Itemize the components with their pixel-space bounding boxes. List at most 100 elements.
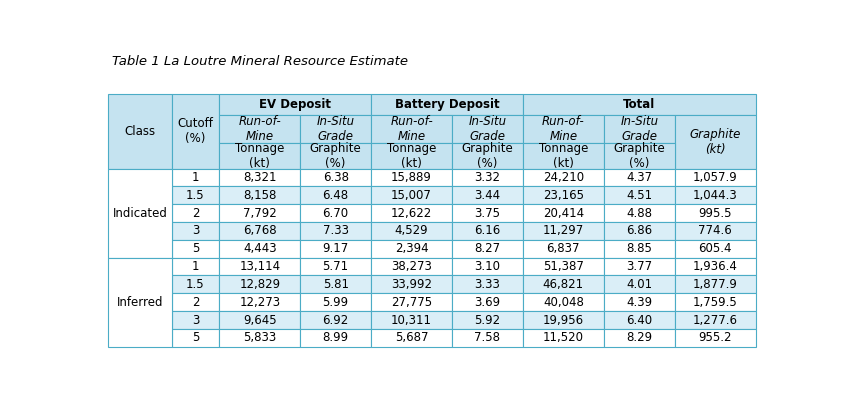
Bar (371, 329, 452, 347)
Bar (452, 275, 523, 293)
Text: 2: 2 (192, 296, 199, 309)
Text: 4.51: 4.51 (627, 189, 653, 202)
Text: 5.99: 5.99 (323, 296, 349, 309)
Text: In-Situ
Grade: In-Situ Grade (468, 115, 506, 143)
Text: 10,311: 10,311 (391, 314, 432, 327)
Text: 4.01: 4.01 (627, 278, 653, 291)
Bar (674, 329, 755, 347)
Text: 9.17: 9.17 (323, 242, 349, 255)
Bar (371, 258, 452, 275)
Bar (674, 186, 755, 204)
Text: 8.99: 8.99 (323, 331, 349, 344)
Bar (300, 222, 371, 240)
Text: 8.85: 8.85 (627, 242, 652, 255)
Text: Run-of-
Mine: Run-of- Mine (542, 115, 584, 143)
Bar (108, 258, 172, 347)
Bar (523, 169, 604, 186)
Text: 2: 2 (192, 207, 199, 220)
Bar (371, 143, 452, 169)
Text: 6.92: 6.92 (323, 314, 349, 327)
Bar (523, 115, 604, 143)
Bar (523, 204, 604, 222)
Text: 1,044.3: 1,044.3 (693, 189, 738, 202)
Bar (604, 275, 674, 293)
Text: 3.77: 3.77 (627, 260, 653, 273)
Bar (523, 240, 604, 258)
Text: Tonnage
(kt): Tonnage (kt) (235, 141, 284, 169)
Bar (300, 115, 371, 143)
Text: Run-of-
Mine: Run-of- Mine (390, 115, 433, 143)
Bar (523, 258, 604, 275)
Text: 3.44: 3.44 (474, 189, 500, 202)
Bar (300, 186, 371, 204)
Text: 774.6: 774.6 (698, 224, 732, 237)
Bar (523, 293, 604, 311)
Bar (371, 169, 452, 186)
Text: 8.29: 8.29 (627, 331, 653, 344)
Bar (371, 94, 523, 115)
Bar (674, 169, 755, 186)
Bar (172, 240, 220, 258)
Text: 12,273: 12,273 (239, 296, 280, 309)
Bar (300, 293, 371, 311)
Text: 5.81: 5.81 (323, 278, 349, 291)
Text: Inferred: Inferred (117, 296, 163, 309)
Text: 5.71: 5.71 (323, 260, 349, 273)
Bar (604, 293, 674, 311)
Text: 13,114: 13,114 (239, 260, 280, 273)
Text: 4.37: 4.37 (627, 171, 653, 184)
Text: 7.33: 7.33 (323, 224, 349, 237)
Text: 8,321: 8,321 (243, 171, 277, 184)
Bar (604, 169, 674, 186)
Bar (674, 258, 755, 275)
Text: 6.38: 6.38 (323, 171, 349, 184)
Bar (172, 204, 220, 222)
Bar (604, 186, 674, 204)
Bar (674, 222, 755, 240)
Bar (172, 222, 220, 240)
Bar (220, 329, 300, 347)
Bar (674, 293, 755, 311)
Text: Tonnage
(kt): Tonnage (kt) (539, 141, 588, 169)
Text: 7,792: 7,792 (243, 207, 277, 220)
Text: 7.58: 7.58 (474, 331, 500, 344)
Bar (452, 329, 523, 347)
Text: 5,687: 5,687 (394, 331, 428, 344)
Bar (674, 240, 755, 258)
Text: 3: 3 (192, 224, 199, 237)
Text: 6.48: 6.48 (323, 189, 349, 202)
Text: 955.2: 955.2 (698, 331, 732, 344)
Bar (172, 329, 220, 347)
Text: 4,443: 4,443 (243, 242, 277, 255)
Text: 5,833: 5,833 (243, 331, 277, 344)
Bar (220, 169, 300, 186)
Bar (604, 240, 674, 258)
Text: 1: 1 (192, 171, 199, 184)
Text: 33,992: 33,992 (391, 278, 432, 291)
Text: 24,210: 24,210 (542, 171, 584, 184)
Text: Total: Total (623, 98, 655, 111)
Bar (452, 293, 523, 311)
Text: Indicated: Indicated (113, 207, 167, 220)
Text: 8,158: 8,158 (243, 189, 277, 202)
Text: Graphite
(%): Graphite (%) (309, 141, 362, 169)
Text: 3.32: 3.32 (474, 171, 500, 184)
Bar (523, 222, 604, 240)
Text: Table 1 La Loutre Mineral Resource Estimate: Table 1 La Loutre Mineral Resource Estim… (112, 55, 408, 68)
Bar (604, 329, 674, 347)
Text: Run-of-
Mine: Run-of- Mine (238, 115, 281, 143)
Text: 1: 1 (192, 260, 199, 273)
Text: 1,759.5: 1,759.5 (693, 296, 738, 309)
Text: 11,520: 11,520 (542, 331, 584, 344)
Bar (172, 311, 220, 329)
Text: Battery Deposit: Battery Deposit (394, 98, 500, 111)
Text: Class: Class (124, 125, 156, 138)
Bar (300, 275, 371, 293)
Bar (604, 222, 674, 240)
Bar (220, 311, 300, 329)
Bar (300, 169, 371, 186)
Text: 23,165: 23,165 (542, 189, 584, 202)
Bar (220, 258, 300, 275)
Bar (371, 311, 452, 329)
Text: 3.69: 3.69 (474, 296, 500, 309)
